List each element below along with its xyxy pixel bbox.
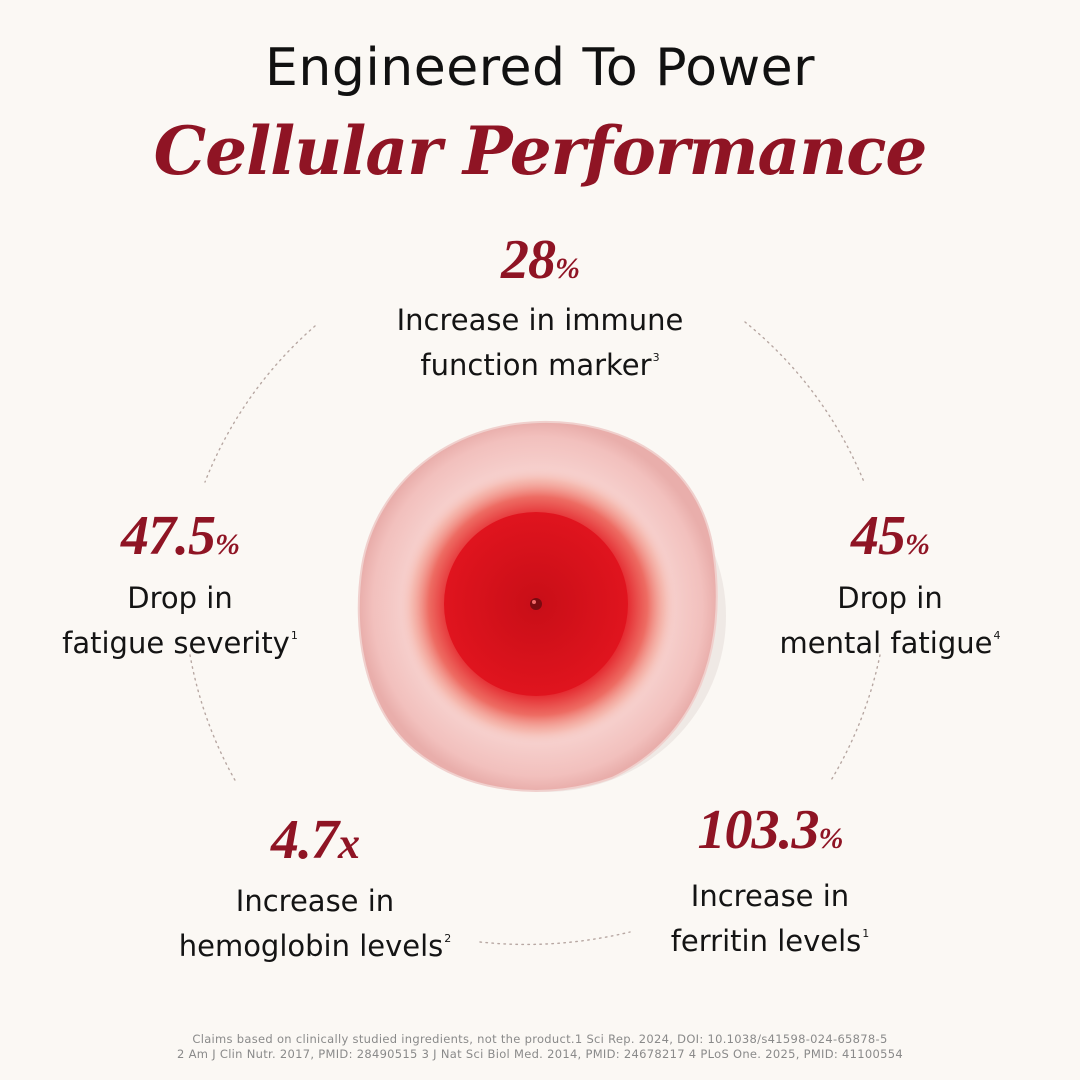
red-droplet-image xyxy=(357,420,726,792)
stat-value: 47.5% xyxy=(121,505,240,567)
stat-immune: 28% Increase in immune function marker3 xyxy=(340,232,740,384)
stat-label-line1: Drop in xyxy=(127,581,233,615)
footnote-ref: 2 xyxy=(444,932,452,945)
ring-arc-bottom xyxy=(479,931,631,946)
ring-arc-left xyxy=(189,654,237,783)
stat-value: 45% xyxy=(851,505,930,567)
stat-label-line1: Drop in xyxy=(837,581,943,615)
ring-arc-top-right xyxy=(744,321,865,483)
stat-fatigue-severity: 47.5% Drop in fatigue severity1 xyxy=(20,508,340,662)
ring-arc-right xyxy=(829,654,881,783)
stat-label-line2: function marker3 xyxy=(420,348,660,382)
stat-hemoglobin: 4.7x Increase in hemoglobin levels2 xyxy=(150,812,480,965)
footnote-line-2: 2 Am J Clin Nutr. 2017, PMID: 28490515 3… xyxy=(177,1047,903,1061)
subheadline: Cellular Performance xyxy=(153,112,928,190)
stat-ferritin: 103.3% Increase in ferritin levels1 xyxy=(640,802,900,960)
stat-label-line1: Increase in xyxy=(235,884,395,918)
ring-arc-top-left xyxy=(204,325,316,483)
headline: Engineered To Power xyxy=(265,38,815,98)
stat-label-line1: Increase in xyxy=(690,879,850,913)
stat-label-line1: Increase in immune xyxy=(396,303,684,337)
stat-value: 4.7x xyxy=(271,809,360,871)
stat-label-line2: fatigue severity1 xyxy=(62,626,298,660)
stat-value: 103.3% xyxy=(697,799,844,861)
footnote-ref: 3 xyxy=(652,351,660,364)
stat-label-line2: mental fatigue4 xyxy=(779,626,1001,660)
footnote-ref: 1 xyxy=(862,927,870,940)
footnote-line-1: Claims based on clinically studied ingre… xyxy=(192,1032,888,1046)
stat-value: 28% xyxy=(501,229,580,291)
stat-label-line2: ferritin levels1 xyxy=(670,924,870,958)
stat-mental-fatigue: 45% Drop in mental fatigue4 xyxy=(740,508,1040,662)
footnote-ref: 1 xyxy=(290,629,298,642)
stat-label-line2: hemoglobin levels2 xyxy=(178,929,452,963)
droplet-center xyxy=(530,598,542,610)
footnote-ref: 4 xyxy=(993,629,1001,642)
